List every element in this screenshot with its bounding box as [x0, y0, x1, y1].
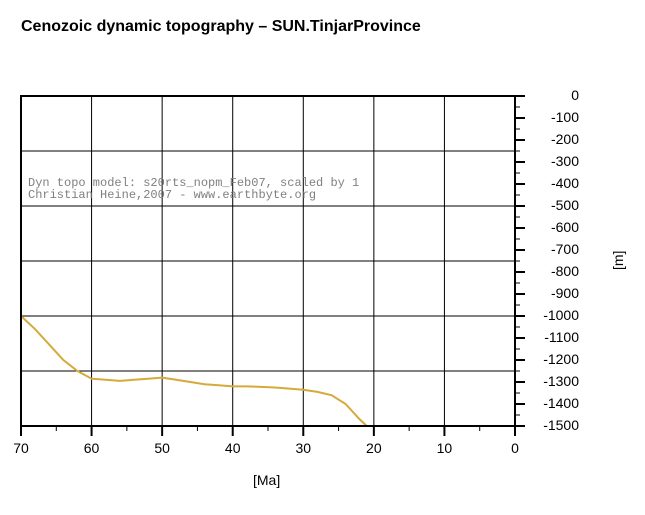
y-axis-label: [m] [610, 251, 626, 270]
ytick-label: -1300 [529, 373, 579, 389]
ytick-label: -900 [529, 285, 579, 301]
ytick-label: -1400 [529, 395, 579, 411]
ytick-label: -1500 [529, 417, 579, 433]
ytick-label: -1100 [529, 329, 579, 345]
chart-svg [0, 0, 645, 515]
xtick-label: 70 [6, 440, 36, 456]
xtick-label: 30 [288, 440, 318, 456]
ytick-label: -500 [529, 197, 579, 213]
x-axis-label: [Ma] [253, 472, 280, 488]
ytick-label: -400 [529, 175, 579, 191]
ytick-label: -700 [529, 241, 579, 257]
ytick-label: -1200 [529, 351, 579, 367]
ytick-label: -300 [529, 153, 579, 169]
xtick-label: 0 [500, 440, 530, 456]
xtick-label: 10 [429, 440, 459, 456]
xtick-label: 50 [147, 440, 177, 456]
ytick-label: 0 [529, 87, 579, 103]
ytick-label: -800 [529, 263, 579, 279]
model-annotation: Dyn topo model: s20rts_nopm_Feb07, scale… [28, 177, 359, 201]
xtick-label: 60 [77, 440, 107, 456]
ytick-label: -600 [529, 219, 579, 235]
ytick-label: -1000 [529, 307, 579, 323]
xtick-label: 40 [218, 440, 248, 456]
ytick-label: -200 [529, 131, 579, 147]
ytick-label: -100 [529, 109, 579, 125]
xtick-label: 20 [359, 440, 389, 456]
